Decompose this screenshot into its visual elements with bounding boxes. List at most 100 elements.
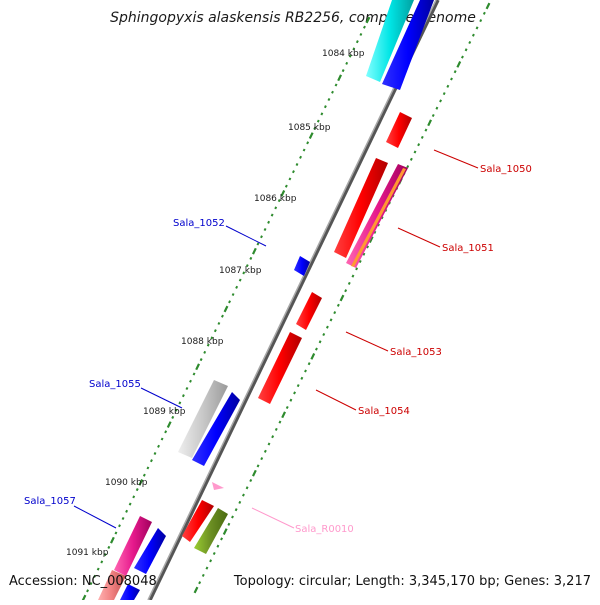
minor-tick [417, 143, 421, 147]
minor-tick [181, 394, 185, 398]
cds-sala-1054[interactable] [258, 332, 302, 404]
cds-salmon-1091[interactable] [98, 570, 126, 600]
cds-orange-stripe [351, 168, 406, 267]
minor-tick [178, 401, 182, 405]
cds-cyan-1084[interactable] [366, 0, 414, 82]
minor-tick [238, 500, 242, 504]
cds-sala-1052[interactable] [294, 256, 310, 276]
minor-tick [221, 314, 224, 318]
minor-tick [355, 267, 359, 271]
minor-tick [439, 99, 442, 103]
gene-label-sala-1057[interactable]: Sala_1057 [24, 496, 76, 507]
genome-summary-text: Topology: circular; Length: 3,345,170 bp… [233, 574, 591, 589]
minor-tick [103, 553, 107, 557]
minor-tick [242, 493, 245, 497]
minor-tick [334, 83, 338, 87]
minor-tick [453, 70, 457, 74]
cds-sala-1055[interactable] [192, 392, 240, 466]
minor-tick [406, 165, 410, 169]
minor-tick [256, 464, 260, 468]
minor-tick [288, 177, 292, 181]
major-tick [252, 247, 257, 255]
minor-tick [289, 398, 293, 402]
minor-tick [267, 220, 271, 224]
major-tick [193, 586, 199, 594]
minor-tick [464, 48, 468, 52]
minor-tick [157, 444, 160, 448]
cds-magenta-1057[interactable] [114, 516, 152, 576]
minor-tick [249, 256, 253, 260]
accession-text: Accession: NC_008048 [9, 574, 157, 589]
rrna-sala-r0010[interactable] [212, 482, 224, 490]
minor-tick [263, 227, 267, 232]
major-tick [138, 479, 144, 486]
minor-tick [220, 537, 223, 541]
minor-tick [373, 230, 377, 234]
minor-tick [171, 415, 175, 419]
minor-tick [450, 77, 453, 81]
minor-tick [142, 473, 146, 477]
minor-tick [355, 40, 359, 44]
minor-tick [96, 567, 100, 571]
minor-tick [153, 451, 157, 456]
gene-label-sala-1054[interactable]: Sala_1054 [358, 406, 410, 417]
gene-label-sala-1052[interactable]: Sala_1052 [173, 218, 225, 229]
cds-olive-1090[interactable] [194, 508, 228, 554]
gene-label-sala-r0010[interactable]: Sala_R0010 [295, 524, 354, 535]
minor-tick [304, 369, 307, 373]
minor-tick [216, 544, 220, 548]
cds-sala-1050[interactable] [386, 112, 412, 148]
map-title: Sphingopyxis alaskensis RB2256, complete… [110, 10, 476, 26]
kbp-label: 1087 kbp [219, 266, 262, 276]
minor-tick [260, 457, 264, 461]
major-tick [222, 528, 228, 535]
major-tick [252, 469, 257, 477]
cds-blue-1084[interactable] [382, 0, 434, 90]
gene-label-sala-1051[interactable]: Sala_1051 [442, 243, 494, 254]
minor-tick [121, 516, 125, 521]
gene-label-sala-1050[interactable]: Sala_1050 [480, 164, 532, 175]
minor-tick [213, 329, 217, 333]
minor-tick [320, 112, 324, 116]
kbp-labels: 1084 kbp 1085 kbp 1086 kbp 1087 kbp 1088… [66, 49, 365, 558]
minor-tick [164, 430, 168, 434]
minor-tick [201, 573, 205, 577]
minor-tick [431, 113, 435, 118]
major-tick [427, 119, 432, 127]
minor-tick [260, 235, 263, 239]
gene-label-sala-1055[interactable]: Sala_1055 [89, 379, 141, 390]
cds-grey-1055[interactable] [178, 380, 228, 458]
minor-tick [146, 466, 150, 470]
minor-tick [358, 259, 362, 264]
minor-tick [316, 119, 320, 123]
major-tick [308, 132, 314, 139]
cds-red-1090[interactable] [182, 500, 214, 542]
major-tick [223, 305, 229, 313]
minor-tick [475, 26, 479, 30]
minor-tick [366, 245, 369, 249]
gene-label-sala-1053[interactable]: Sala_1053 [390, 347, 442, 358]
major-tick [280, 190, 286, 197]
minor-tick [435, 106, 439, 110]
minor-tick [299, 155, 302, 159]
minor-tick [271, 435, 275, 439]
minor-tick [348, 54, 352, 58]
minor-tick [205, 566, 209, 570]
major-tick [110, 536, 115, 544]
minor-tick [333, 311, 337, 315]
minor-tick [323, 105, 327, 109]
minor-tick [270, 213, 274, 217]
minor-tick [363, 25, 366, 29]
major-tick [368, 236, 374, 243]
cds-sala-1051[interactable] [334, 158, 388, 258]
minor-tick [292, 170, 295, 174]
minor-tick [128, 502, 132, 506]
outer-tick-ring [193, 2, 491, 594]
cds-sala-1053[interactable] [296, 292, 322, 330]
minor-tick [352, 47, 356, 51]
minor-tick [471, 33, 475, 37]
cds-sala-1057[interactable] [134, 528, 166, 574]
cds-blue-1091[interactable] [120, 584, 140, 600]
minor-tick [274, 427, 278, 431]
